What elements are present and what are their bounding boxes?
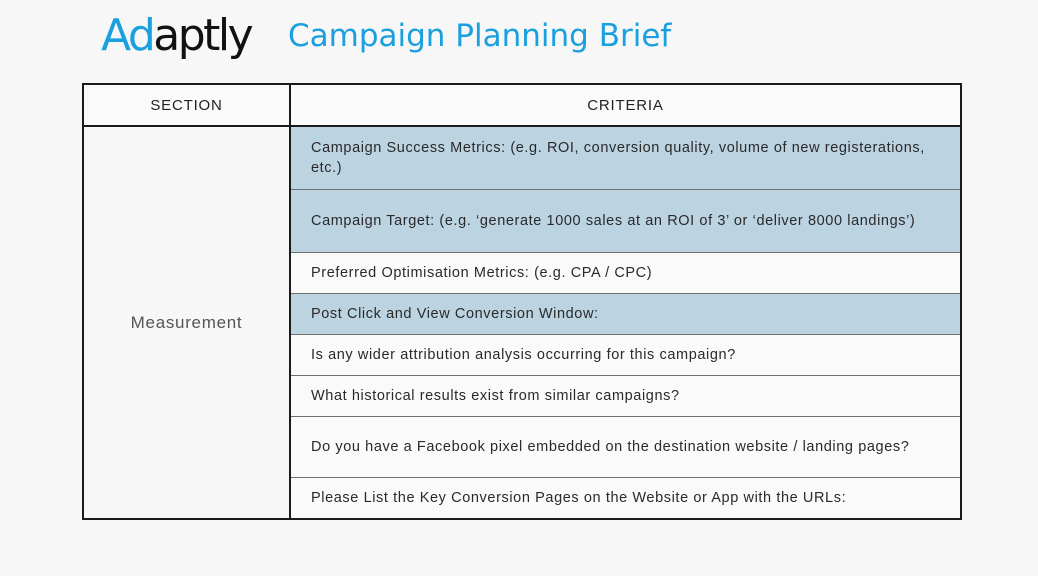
- page-title: Campaign Planning Brief: [288, 18, 672, 54]
- section-cell-measurement: Measurement: [83, 126, 291, 519]
- column-header-criteria: CRITERIA: [289, 83, 962, 127]
- column-header-section: SECTION: [82, 83, 291, 127]
- adaptly-logo: Adaptly: [101, 10, 254, 62]
- table-row: Measurement Campaign Success Metrics: (e…: [83, 125, 961, 519]
- criteria-cell: Do you have a Facebook pixel embedded on…: [290, 416, 961, 478]
- criteria-cell: Campaign Success Metrics: (e.g. ROI, con…: [290, 125, 961, 190]
- criteria-cell: Preferred Optimisation Metrics: (e.g. CP…: [290, 252, 961, 294]
- criteria-cell: Please List the Key Conversion Pages on …: [290, 477, 961, 519]
- table-row: Do you have a Facebook pixel embedded on…: [83, 416, 961, 478]
- table-row: Please List the Key Conversion Pages on …: [83, 477, 961, 519]
- logo-text-aptly: aptly: [153, 10, 253, 61]
- table-row: Campaign Target: (e.g. ‘generate 1000 sa…: [83, 189, 961, 253]
- table-row: Preferred Optimisation Metrics: (e.g. CP…: [83, 252, 961, 294]
- table-header-row: SECTION CRITERIA: [82, 83, 962, 127]
- brief-table: SECTION CRITERIA Measurement Campaign Su…: [82, 83, 962, 520]
- criteria-cell: Post Click and View Conversion Window:: [290, 293, 961, 335]
- table-row: Is any wider attribution analysis occurr…: [83, 334, 961, 376]
- table-row: What historical results exist from simil…: [83, 375, 961, 417]
- logo-text-ad: Ad: [101, 10, 156, 61]
- table-row: Post Click and View Conversion Window:: [83, 293, 961, 335]
- criteria-cell: Campaign Target: (e.g. ‘generate 1000 sa…: [290, 189, 961, 253]
- criteria-cell: What historical results exist from simil…: [290, 375, 961, 417]
- criteria-cell: Is any wider attribution analysis occurr…: [290, 334, 961, 376]
